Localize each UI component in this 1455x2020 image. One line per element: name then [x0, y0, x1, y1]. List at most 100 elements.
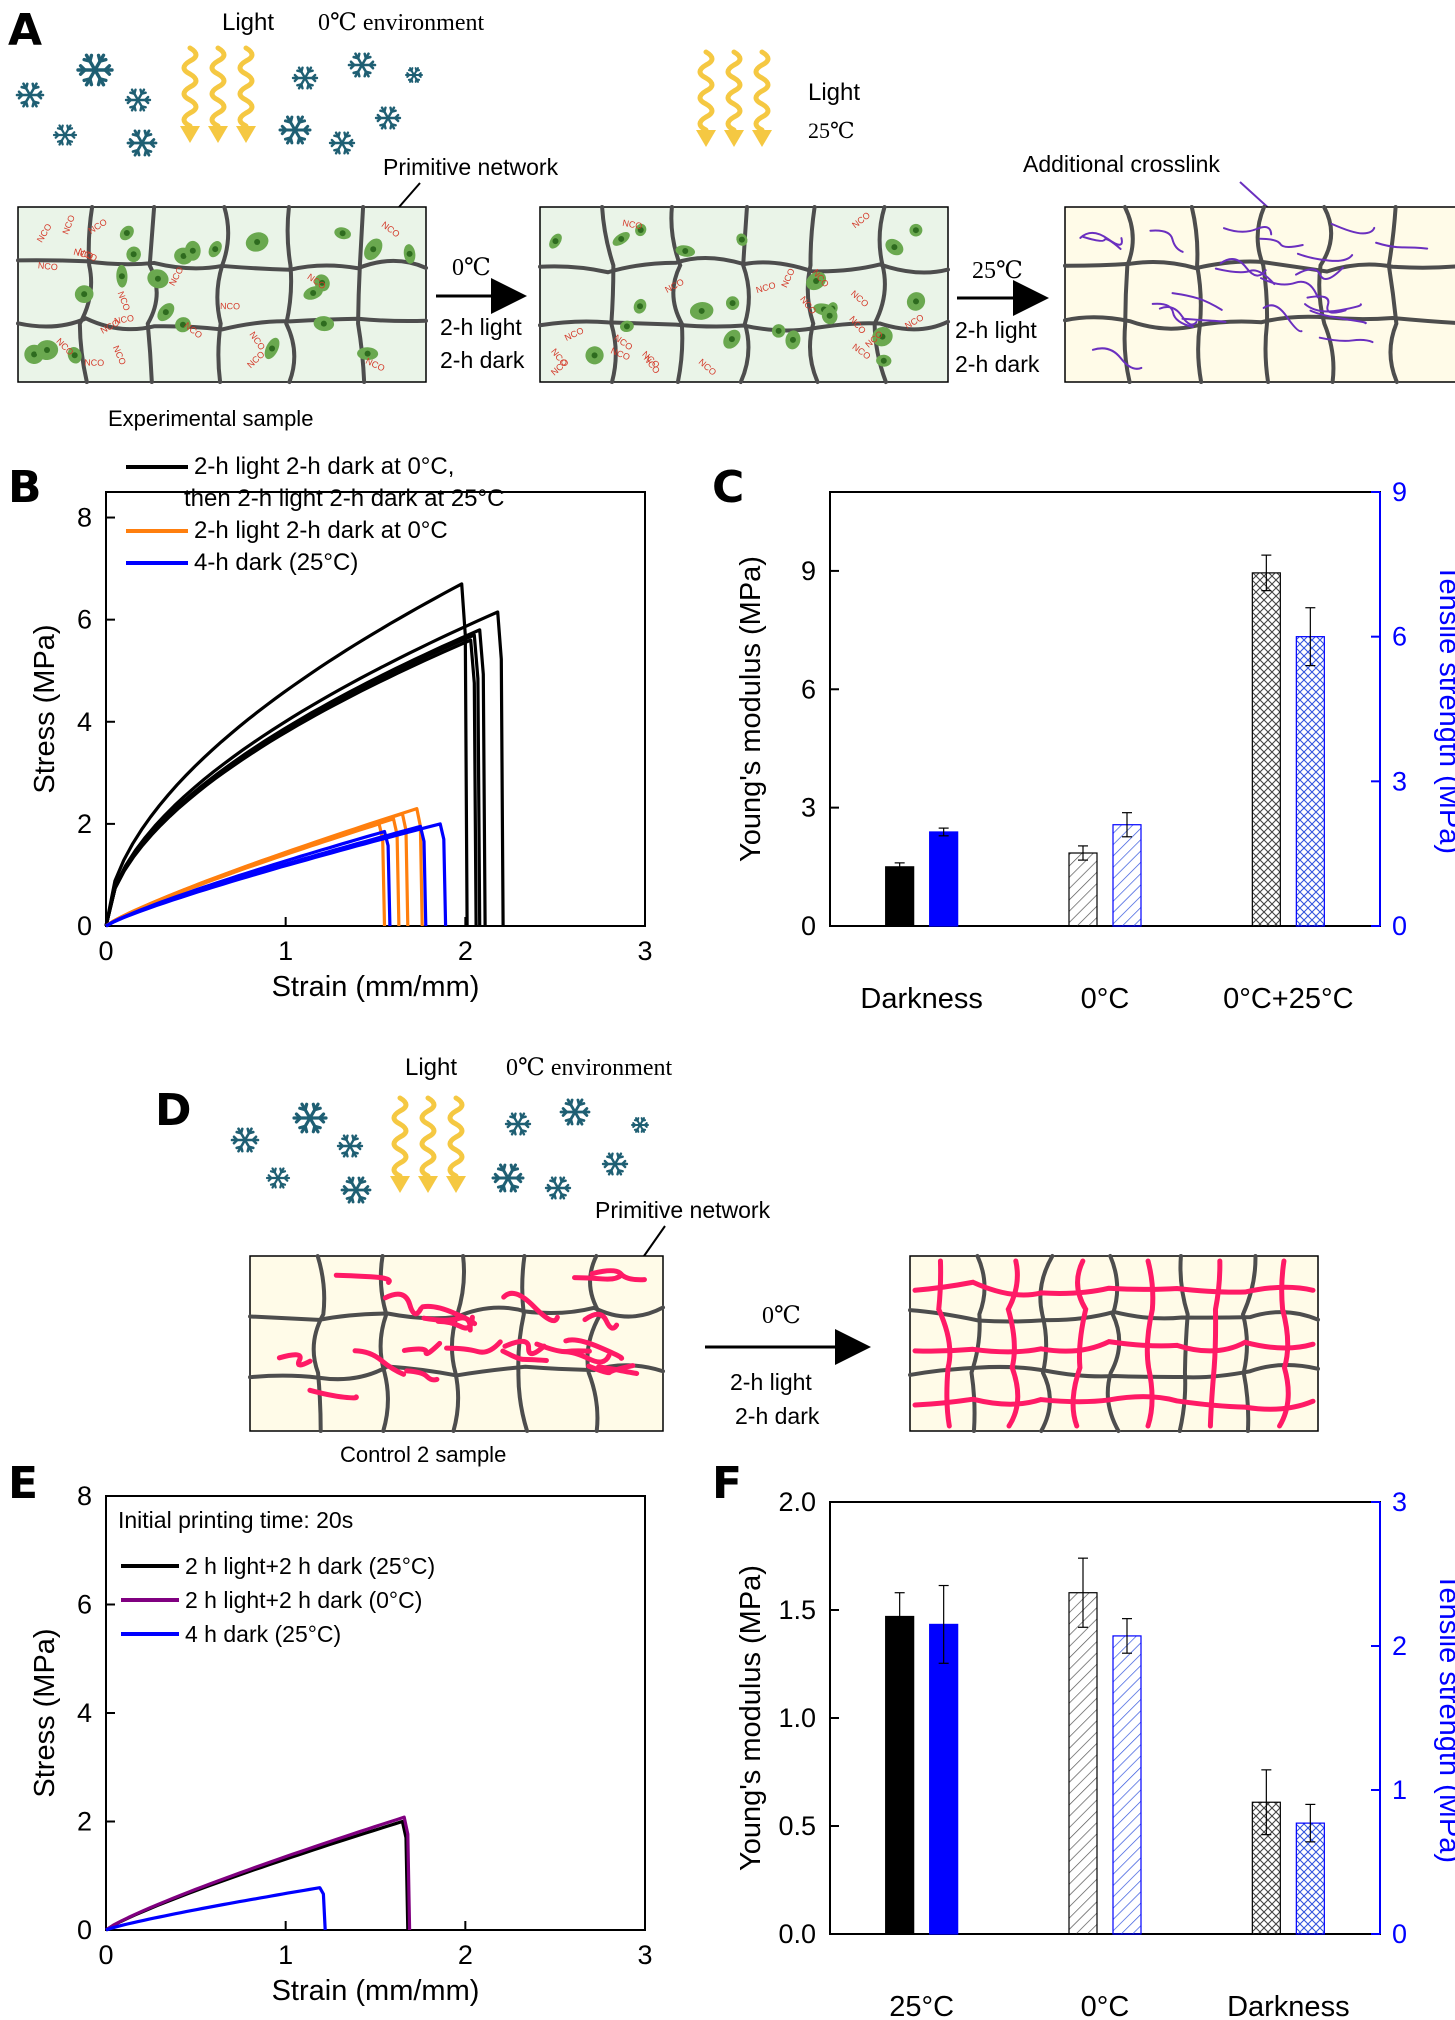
bar: [1251, 572, 1281, 927]
category-label: Darkness: [860, 983, 983, 1015]
snowflake-icon: [504, 1112, 532, 1136]
nco-label: NCO: [622, 218, 644, 232]
y2-tick-label: 2: [1392, 1631, 1407, 1661]
y2-tick-label: 3: [1392, 766, 1407, 796]
light-rays-icon: [696, 49, 772, 147]
legend-entry: 2-h light 2-h dark at 0°C,: [194, 453, 454, 480]
y-tick-label: 0: [77, 911, 92, 941]
snowflake-icon: [126, 129, 158, 157]
x-axis-label: Strain (mm/mm): [272, 1975, 480, 2007]
y2-tick-label: 0: [1392, 911, 1407, 941]
snowflake-icon: [76, 53, 114, 87]
y-tick-label: 0: [77, 1915, 92, 1945]
polymer-chain: [1063, 205, 1455, 384]
legend-entry: 2-h light 2-h dark at 0°C: [194, 517, 448, 544]
snowflake-icon: [265, 1167, 291, 1189]
chart-annotation: Initial printing time: 20s: [118, 1507, 353, 1533]
environment-label: 0℃ environment: [506, 1055, 672, 1081]
snowflake-icon: [278, 115, 312, 145]
light-ray-icon: [390, 1095, 466, 1193]
primitive-network-label: Primitive network: [383, 154, 559, 180]
crosslink-chain: [1079, 222, 1429, 370]
step1-temperature: 0℃: [452, 255, 491, 281]
bar: [1068, 1592, 1098, 1935]
plot-frame: [105, 491, 646, 927]
x-tick-label: 2: [458, 1940, 473, 1970]
category-label: 0°C+25°C: [1223, 983, 1353, 1015]
y-tick-label: 2.0: [778, 1487, 816, 1517]
schematic-d: Light 0℃ environment Primitive network 0…: [230, 1054, 1320, 1467]
snowflake-icon: [291, 66, 319, 90]
light-rays-icon: [390, 1095, 466, 1193]
y-tick-label: 4: [77, 1698, 92, 1728]
panel-label-f: F: [712, 1458, 742, 1509]
x-tick-label: 2: [458, 936, 473, 966]
x-tick-label: 3: [637, 936, 652, 966]
snowflake-icon: [336, 1134, 364, 1158]
category-label: Darkness: [1227, 1991, 1350, 2020]
data-curve: [105, 822, 387, 928]
environment-label: 0℃ environment: [318, 10, 484, 36]
light-ray-icon: [696, 49, 772, 147]
data-curve: [104, 582, 469, 927]
snowflake-icon: [292, 1102, 328, 1134]
step-temperature: 0℃: [762, 1303, 801, 1329]
control-sample-label: Control 2 sample: [340, 1442, 506, 1467]
bar: [929, 1623, 959, 1935]
chart-f: 0.0 0.5 1.0 1.5 2.0 0 1 2 3 Young's modulus (MPa)…: [735, 1487, 1455, 2020]
snowflake-icons: [230, 1098, 649, 1204]
crosslink-chain: [912, 1258, 1316, 1429]
snowflake-icon: [374, 106, 402, 130]
panel-label-d: D: [155, 1085, 192, 1136]
step2-temperature: 25℃: [972, 258, 1023, 284]
y-tick-label: 9: [801, 556, 816, 586]
y2-axis-label: Tensile strength (MPa): [1433, 564, 1455, 854]
y-tick-label: 8: [77, 503, 92, 533]
crosslink-chain: [276, 1268, 647, 1401]
y2-tick-label: 0: [1392, 1919, 1407, 1949]
y2-tick-label: 6: [1392, 622, 1407, 652]
x-axis-label: Strain (mm/mm): [272, 971, 480, 1003]
y-tick-label: 0.0: [778, 1919, 816, 1949]
y-axis-label: Young's modulus (MPa): [735, 1565, 767, 1871]
data-curve: [105, 822, 448, 928]
panel-label-b: B: [8, 462, 42, 513]
data-curve: [105, 829, 392, 928]
y-tick-label: 2: [77, 809, 92, 839]
step-line1: 2-h light: [730, 1369, 812, 1395]
chart-e: 0 1 2 3 0 2 4 6 8 Strain (mm/mm) Stress (MPa) Initi…: [29, 1481, 653, 2007]
y-axis-label: Stress (MPa): [29, 1628, 61, 1797]
bar: [885, 1615, 915, 1935]
bar: [929, 831, 959, 927]
bar: [1112, 1635, 1142, 1935]
snowflake-icon: [631, 1117, 649, 1133]
y2-tick-label: 9: [1392, 477, 1407, 507]
snowflake-icon: [601, 1152, 629, 1176]
snowflake-icon: [328, 131, 356, 155]
step1-line2: 2-h dark: [440, 347, 525, 373]
snowflake-icon: [491, 1163, 525, 1193]
light-rays-icon: [180, 45, 256, 143]
x-tick-label: 3: [637, 1940, 652, 1970]
network-drawing: [248, 1254, 665, 1433]
y-tick-label: 6: [77, 605, 92, 635]
snowflake-icon: [340, 1176, 372, 1204]
snowflake-icon: [544, 1176, 572, 1200]
y-tick-label: 1.5: [778, 1595, 816, 1625]
snowflake-icon: [15, 82, 45, 108]
step2-line2: 2-h dark: [955, 351, 1040, 377]
panel-label-e: E: [8, 1458, 38, 1509]
y-tick-label: 6: [801, 674, 816, 704]
primitive-network-label: Primitive network: [595, 1197, 771, 1223]
snowflake-icon: [347, 52, 377, 78]
bar: [885, 866, 915, 927]
y-axis-label: Stress (MPa): [29, 624, 61, 793]
experimental-sample-label: Experimental sample: [108, 406, 313, 431]
y-tick-label: 1.0: [778, 1703, 816, 1733]
legend-entry: 4 h dark (25°C): [185, 1621, 341, 1647]
data-curve: [104, 638, 478, 927]
y2-tick-label: 1: [1392, 1775, 1407, 1805]
data-curve: [105, 1819, 410, 1932]
light-label-2: Light: [808, 79, 860, 106]
snowflake-icon: [124, 88, 152, 112]
